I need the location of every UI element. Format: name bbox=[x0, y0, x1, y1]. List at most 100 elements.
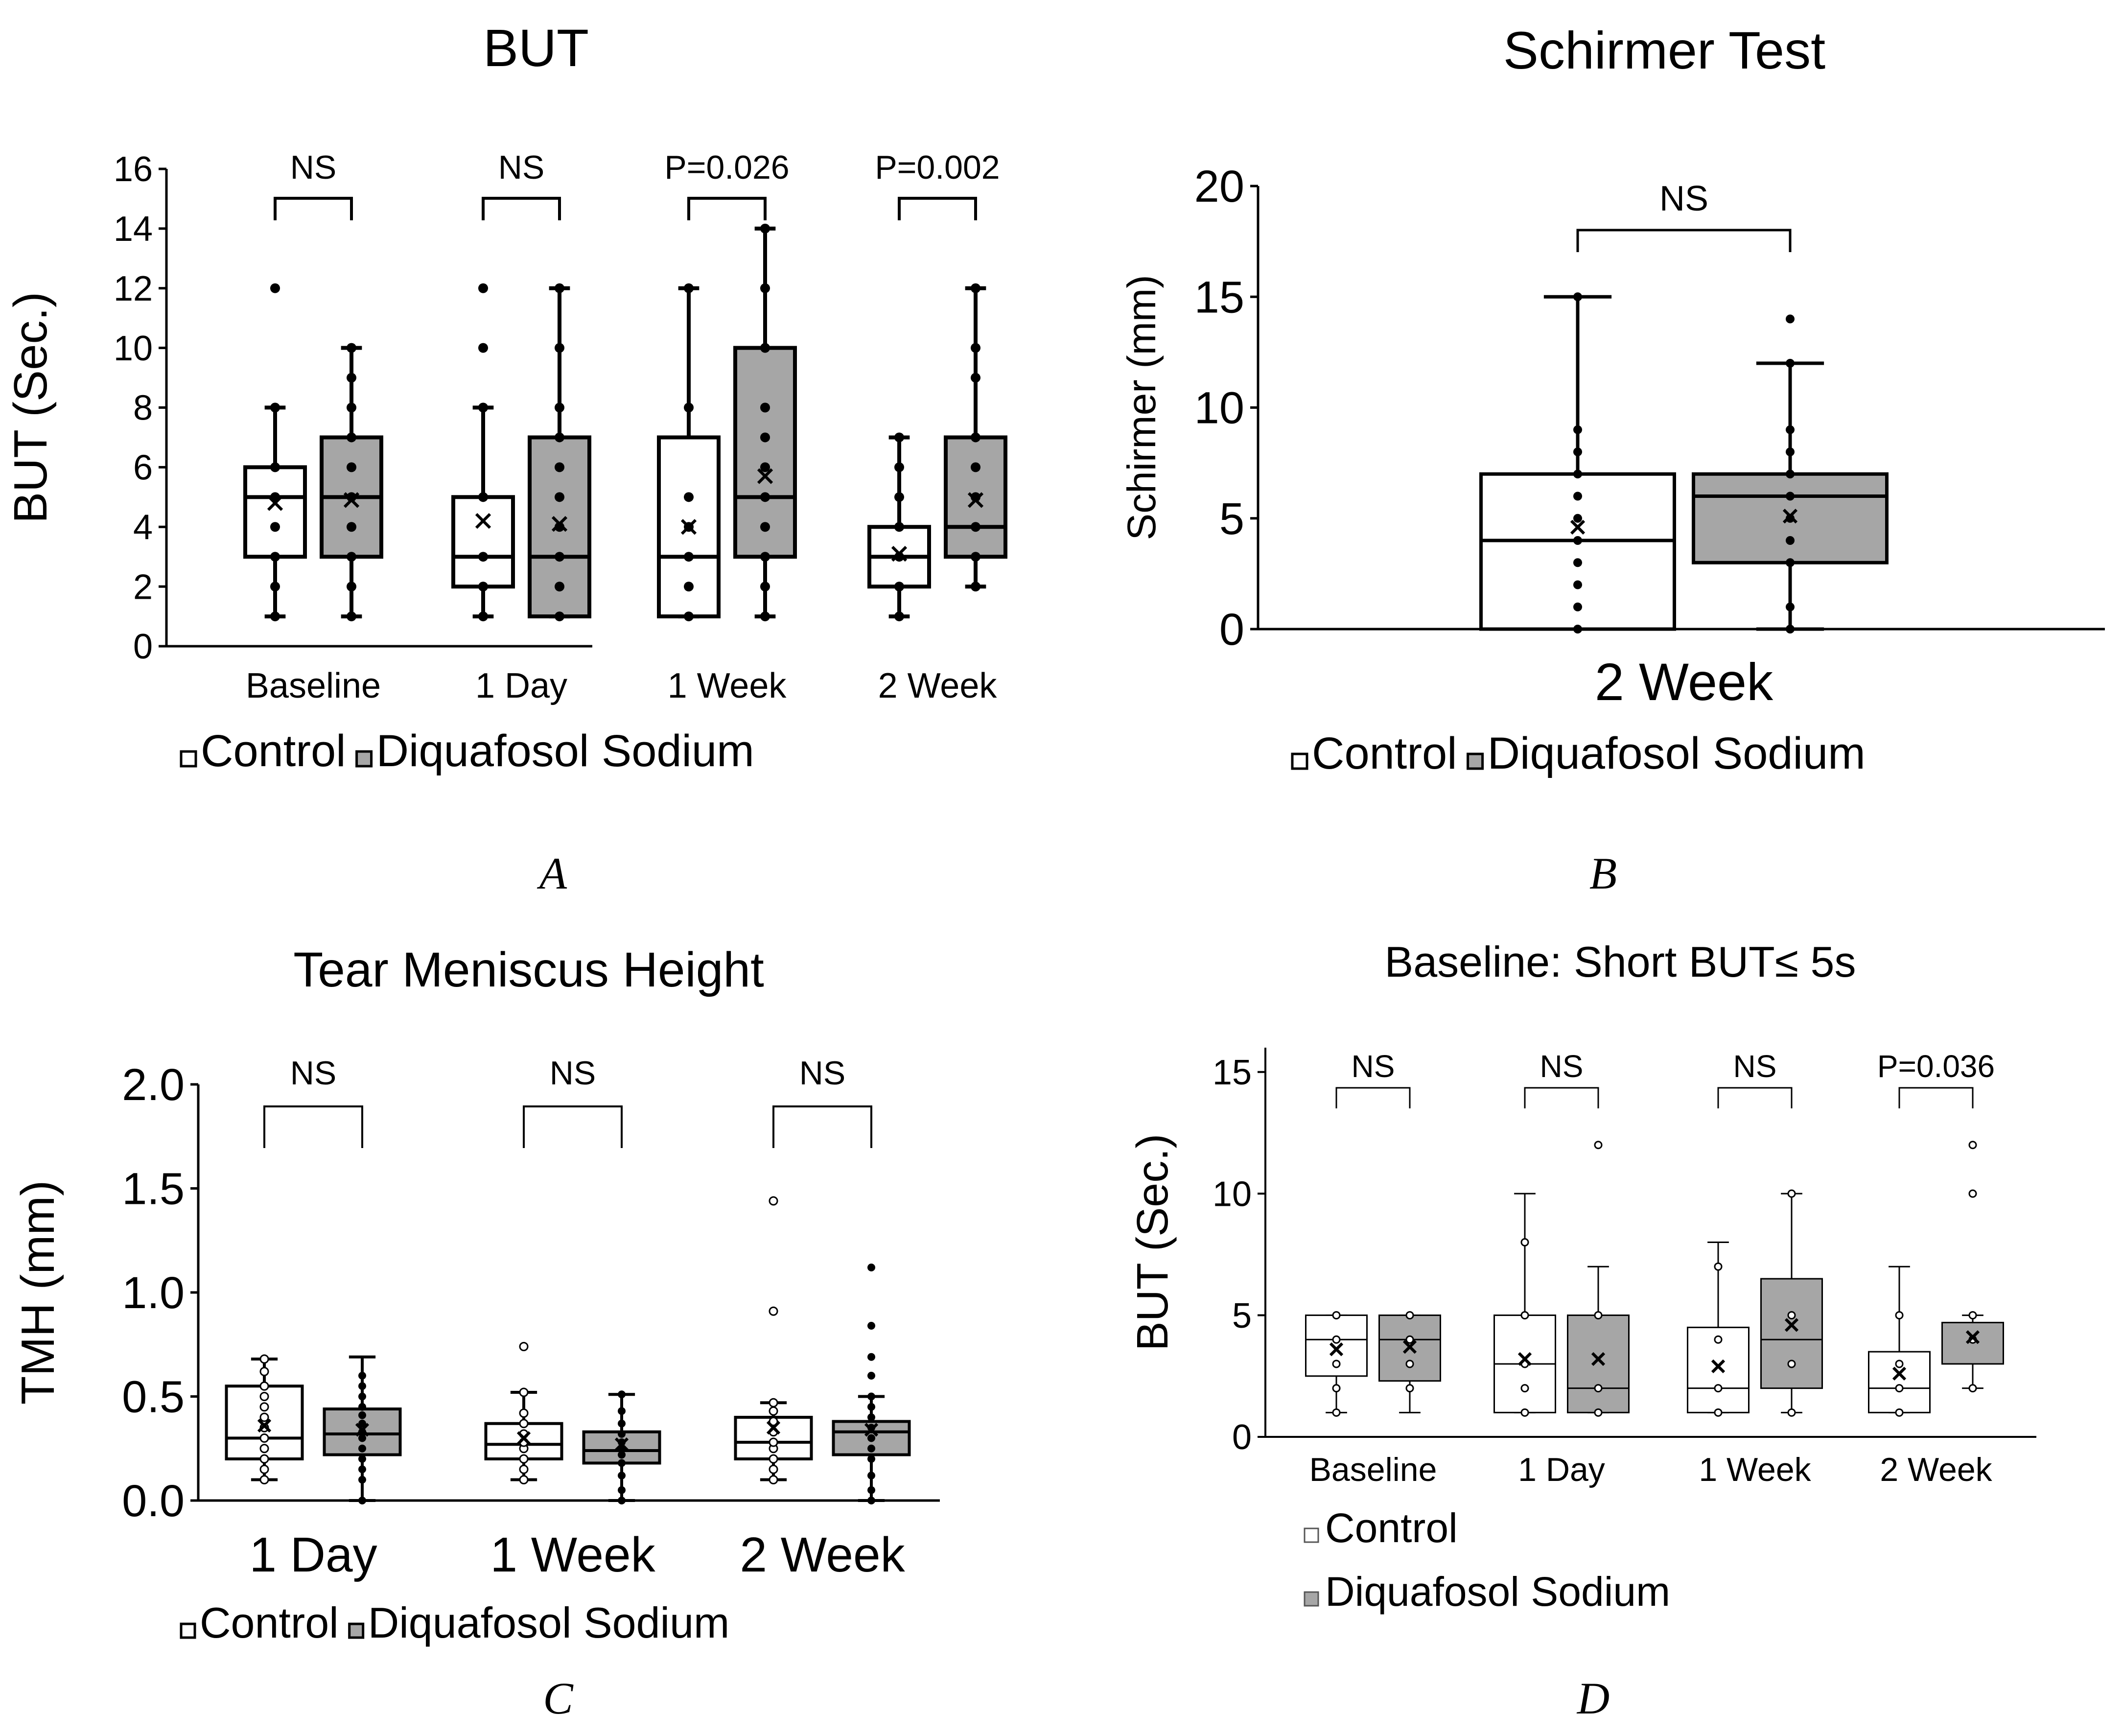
data-point bbox=[555, 611, 564, 622]
data-point bbox=[867, 1434, 875, 1442]
data-point bbox=[347, 343, 356, 353]
significance-bracket bbox=[1524, 1087, 1599, 1108]
x-tick-label: Baseline bbox=[246, 666, 381, 705]
y-tick-label: 2 bbox=[133, 567, 153, 607]
data-point bbox=[270, 552, 280, 562]
data-point bbox=[760, 552, 770, 562]
significance-label: NS bbox=[290, 149, 336, 186]
data-point bbox=[259, 1392, 269, 1401]
data-point bbox=[1786, 314, 1795, 324]
significance-label: P=0.036 bbox=[1877, 1049, 1995, 1084]
chart-panel-c: Tear Meniscus Height 0.0 0.5 1.0 1.5 2.0 TMH (… bbox=[12, 942, 940, 1723]
data-point bbox=[971, 552, 980, 562]
data-point bbox=[347, 582, 356, 592]
data-point bbox=[894, 582, 904, 592]
significance-label: NS bbox=[1540, 1049, 1584, 1084]
mean-marker bbox=[1591, 1352, 1606, 1366]
data-point bbox=[1895, 1311, 1904, 1320]
legend-swatch-diquafosol bbox=[348, 1622, 365, 1639]
legend-swatch-diquafosol bbox=[355, 750, 373, 768]
data-point bbox=[555, 582, 564, 592]
data-point bbox=[358, 1392, 366, 1401]
data-point bbox=[769, 1464, 778, 1474]
significance-label: NS bbox=[1352, 1049, 1395, 1084]
data-point bbox=[971, 582, 980, 592]
data-point bbox=[618, 1419, 626, 1428]
chart-title: Schirmer Test bbox=[1503, 21, 1825, 80]
x-tick-label: 1 Day bbox=[475, 666, 567, 705]
y-tick-label: 10 bbox=[114, 329, 153, 368]
legend-swatch-diquafosol bbox=[1467, 752, 1484, 770]
data-point bbox=[519, 1419, 529, 1429]
x-tick-label: 1 Week bbox=[668, 666, 787, 705]
mean-marker bbox=[475, 513, 491, 529]
data-point bbox=[684, 582, 694, 592]
data-point bbox=[867, 1444, 875, 1453]
data-point bbox=[760, 611, 770, 622]
data-point bbox=[760, 522, 770, 532]
data-point bbox=[867, 1372, 875, 1380]
data-point bbox=[894, 432, 904, 443]
data-point bbox=[358, 1403, 366, 1411]
data-point bbox=[1405, 1384, 1414, 1393]
data-point bbox=[1968, 1311, 1977, 1320]
legend-label: Diquafosol Sodium bbox=[376, 726, 754, 776]
y-tick-label: 10 bbox=[1213, 1174, 1252, 1214]
data-point bbox=[1573, 536, 1582, 545]
significance-bracket bbox=[1335, 1087, 1411, 1108]
data-point bbox=[259, 1402, 269, 1412]
data-point bbox=[478, 552, 488, 562]
y-axis-label: Schirmer (mm) bbox=[1120, 275, 1164, 540]
x-tick-label: 1 Week bbox=[490, 1527, 655, 1582]
data-point bbox=[1405, 1311, 1414, 1320]
data-point bbox=[259, 1464, 269, 1474]
data-point bbox=[971, 343, 980, 353]
data-point bbox=[478, 611, 488, 622]
significance-bracket bbox=[1717, 1087, 1793, 1108]
panel-letter: C bbox=[543, 1673, 574, 1723]
data-point bbox=[1714, 1408, 1723, 1417]
data-point bbox=[894, 462, 904, 472]
data-point bbox=[867, 1403, 875, 1411]
data-point bbox=[769, 1406, 778, 1416]
y-tick-label: 0 bbox=[1232, 1418, 1252, 1457]
data-point bbox=[358, 1382, 366, 1390]
data-point bbox=[1573, 514, 1582, 523]
mean-marker bbox=[1782, 509, 1798, 524]
box-diquafosol bbox=[1567, 1314, 1630, 1413]
data-point bbox=[867, 1392, 875, 1401]
data-point bbox=[259, 1412, 269, 1422]
data-point bbox=[358, 1497, 366, 1504]
legend-label: Control bbox=[200, 1598, 339, 1647]
data-point bbox=[358, 1411, 366, 1419]
y-tick-label: 15 bbox=[1213, 1053, 1252, 1092]
data-point bbox=[1573, 558, 1582, 567]
x-tick-label: 1 Week bbox=[1699, 1451, 1811, 1488]
y-tick-label: 1.0 bbox=[122, 1268, 185, 1318]
chart-title: BUT bbox=[483, 18, 589, 77]
mean-marker bbox=[614, 1437, 629, 1452]
data-point bbox=[971, 522, 980, 532]
data-point bbox=[1573, 602, 1582, 611]
legend-label: Diquafosol Sodium bbox=[368, 1598, 730, 1647]
y-tick-label: 10 bbox=[1194, 383, 1244, 433]
significance-bracket bbox=[274, 197, 353, 220]
data-point bbox=[1573, 447, 1582, 456]
legend-label: Control bbox=[201, 726, 346, 776]
box-control bbox=[451, 495, 515, 589]
y-tick-label: 5 bbox=[1232, 1296, 1252, 1336]
box-diquafosol bbox=[1760, 1278, 1823, 1389]
mean-marker bbox=[1402, 1340, 1417, 1354]
data-point bbox=[347, 552, 356, 562]
mean-marker bbox=[967, 492, 984, 508]
box-diquafosol bbox=[733, 346, 797, 559]
panel-letter: A bbox=[537, 848, 567, 898]
chart-title: Baseline: Short BUT≤ 5s bbox=[1385, 938, 1856, 986]
chart-panel-a: BUT 0 2 4 6 8 10 12 14 16 BUT (Sec.) Baseline NS 1 Da… bbox=[4, 18, 1007, 898]
data-point bbox=[270, 522, 280, 532]
significance-label: NS bbox=[1659, 179, 1708, 218]
mean-marker bbox=[1784, 1318, 1799, 1332]
data-point bbox=[769, 1306, 778, 1316]
data-point bbox=[684, 492, 694, 502]
